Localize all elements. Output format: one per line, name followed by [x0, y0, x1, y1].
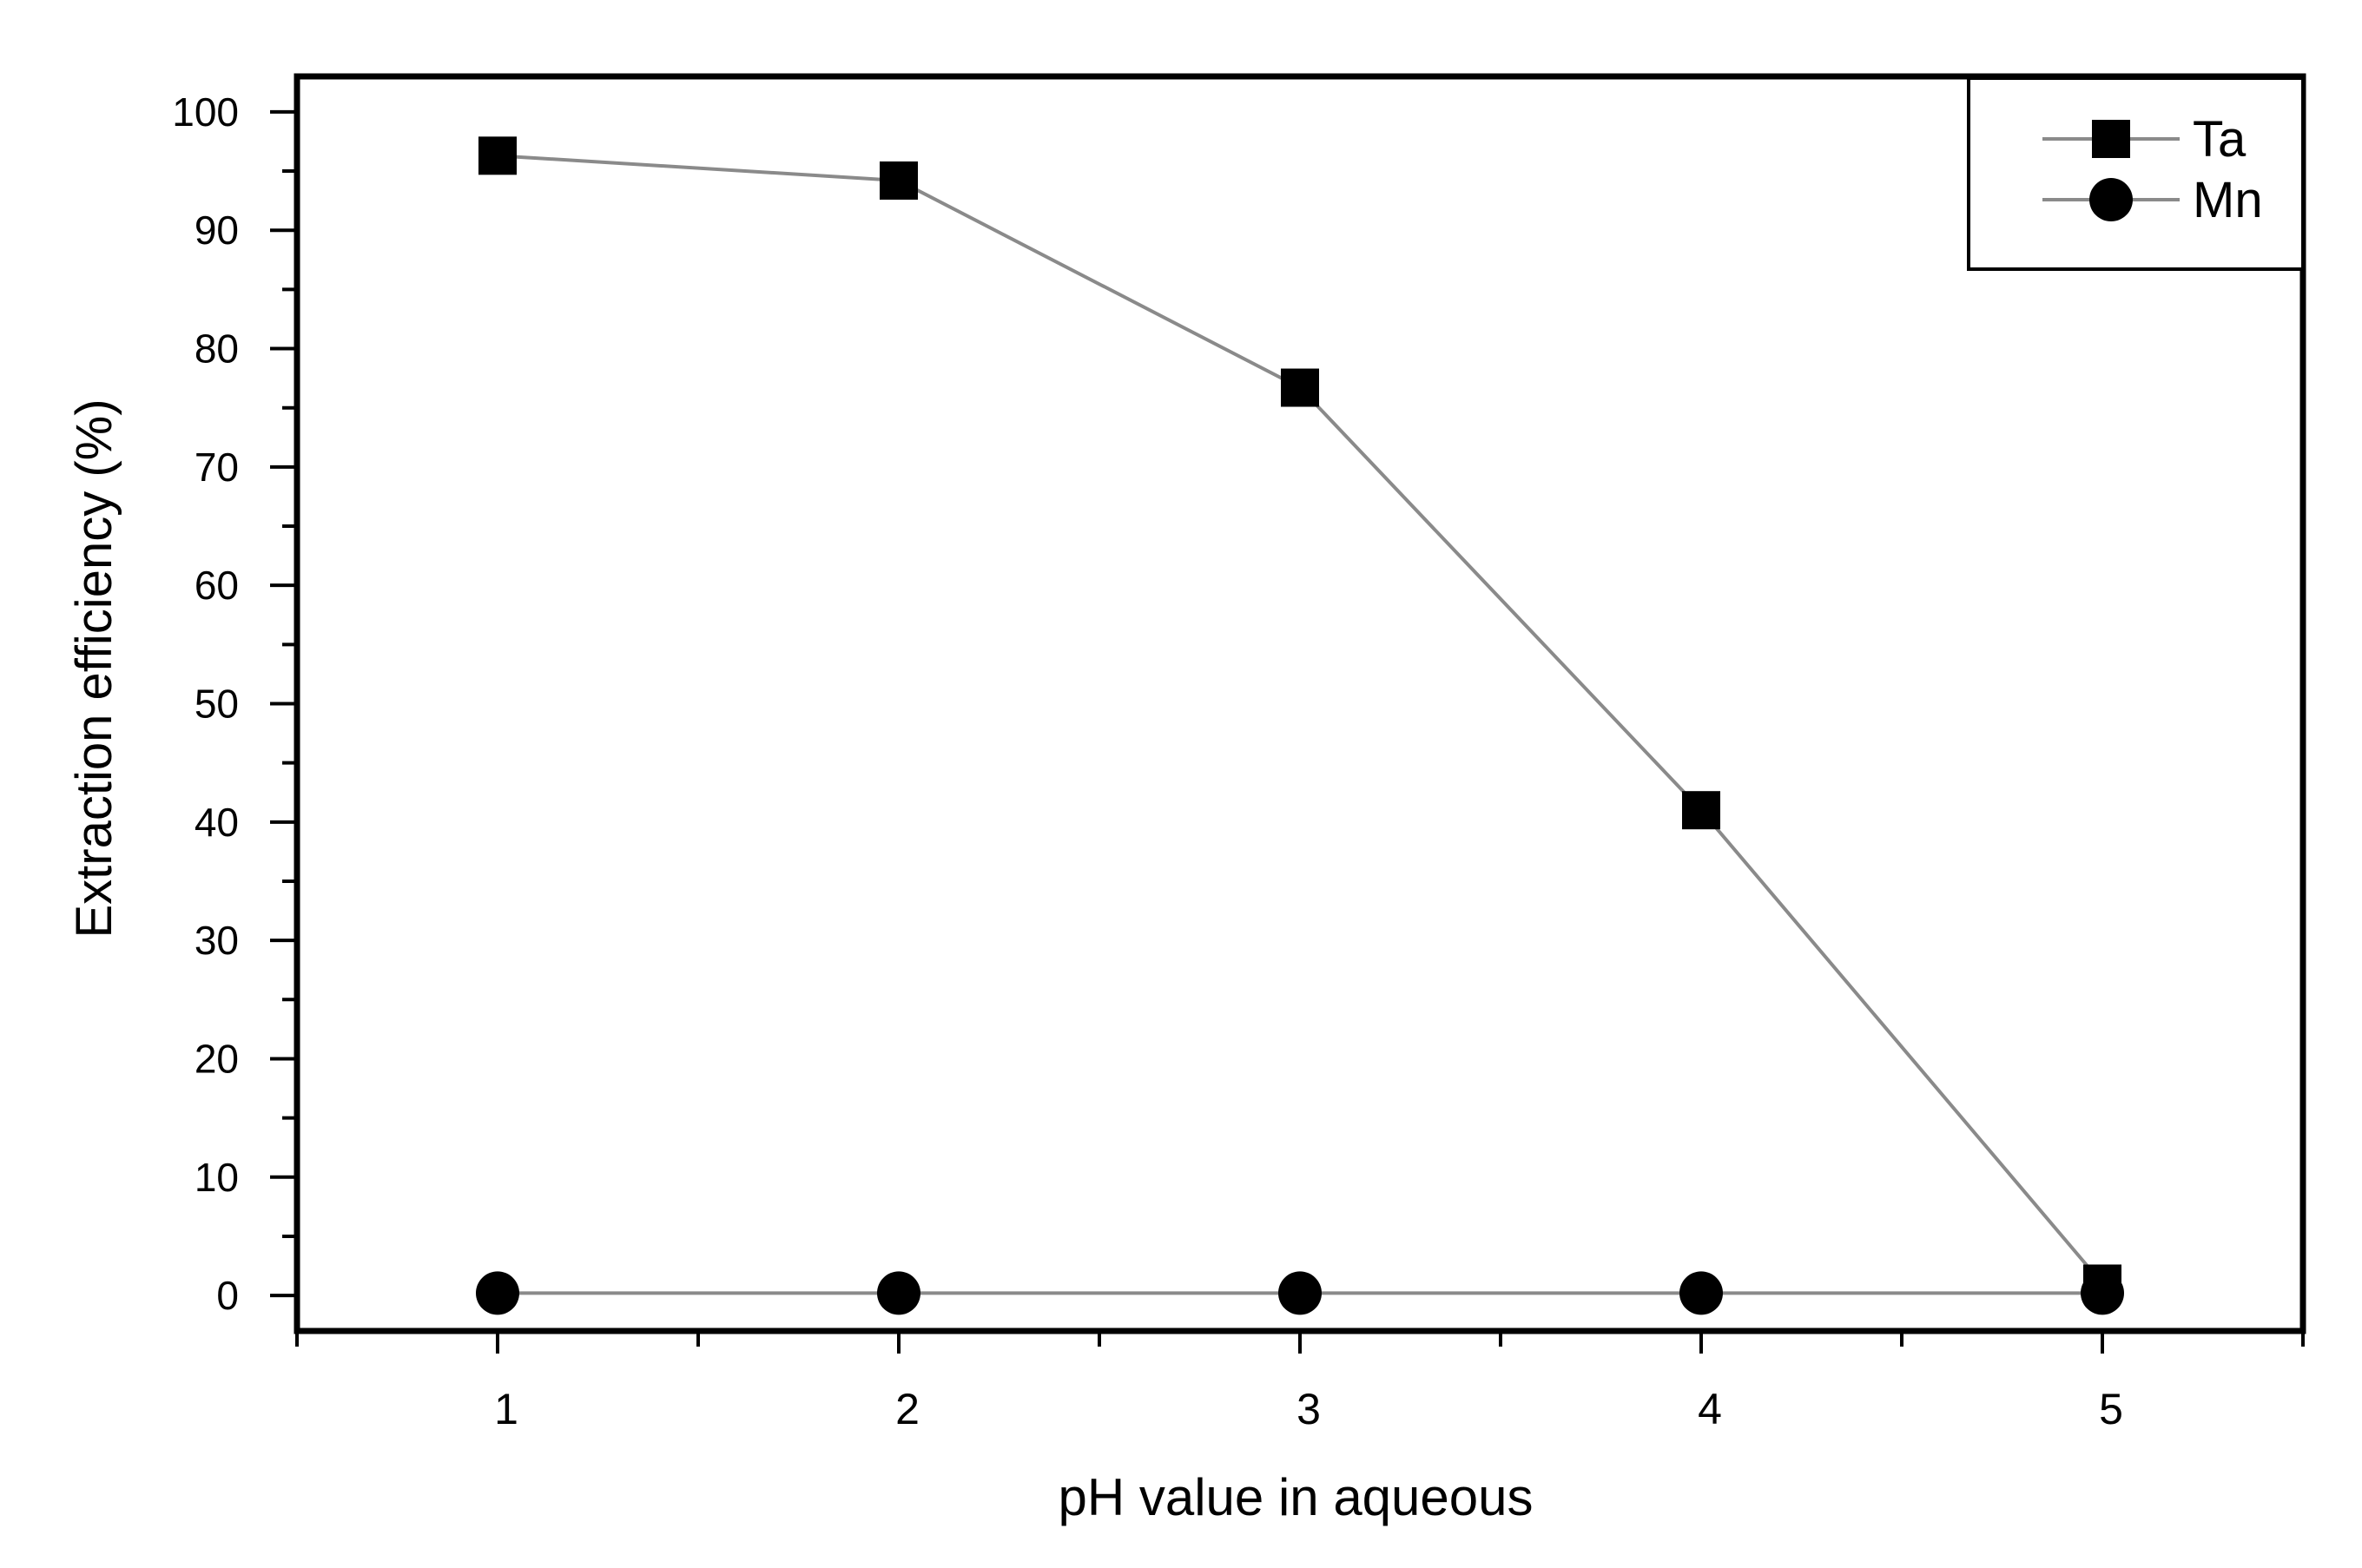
y-tick-label: 0 [216, 1273, 239, 1318]
data-point-ta [1281, 368, 1319, 407]
legend-box [1967, 76, 2305, 271]
y-tick-label: 40 [195, 800, 239, 845]
data-point-mn [476, 1271, 519, 1315]
y-tick-label: 80 [195, 326, 239, 372]
y-axis: 0 10 20 30 40 50 60 70 80 90 100 [172, 89, 300, 1318]
x-tick-label: 4 [1698, 1385, 1722, 1433]
data-point-mn [877, 1271, 920, 1315]
data-point-ta [880, 161, 918, 200]
x-tick-label: 1 [494, 1385, 518, 1433]
data-point-mn [1679, 1271, 1723, 1315]
y-tick-label: 100 [172, 89, 239, 135]
data-point-mn [2081, 1271, 2124, 1315]
y-axis-label: Extraction efficiency (%) [66, 399, 122, 938]
y-tick-label: 20 [195, 1036, 239, 1081]
data-point-mn [1278, 1271, 1322, 1315]
x-axis: 1 2 3 4 5 [295, 1331, 2305, 1433]
legend-marker-square [2092, 120, 2130, 158]
y-tick-label: 10 [195, 1155, 239, 1200]
y-tick-label: 90 [195, 208, 239, 253]
x-tick-label: 5 [2099, 1385, 2123, 1433]
x-axis-label: pH value in aqueous [1058, 1468, 1533, 1526]
data-point-ta [478, 136, 517, 175]
series-layer [476, 136, 2124, 1315]
y-tick-label: 50 [195, 682, 239, 727]
x-tick-label: 3 [1296, 1385, 1321, 1433]
data-point-ta [1682, 791, 1720, 830]
legend-marker-circle [2089, 178, 2133, 221]
y-tick-label: 30 [195, 918, 239, 963]
x-tick-label: 2 [895, 1385, 920, 1433]
series-line-ta [497, 154, 2104, 1285]
legend-label: Mn [2193, 172, 2263, 228]
legend-label: Ta [2193, 111, 2247, 168]
y-tick-label: 70 [195, 445, 239, 490]
y-tick-label: 60 [195, 563, 239, 608]
